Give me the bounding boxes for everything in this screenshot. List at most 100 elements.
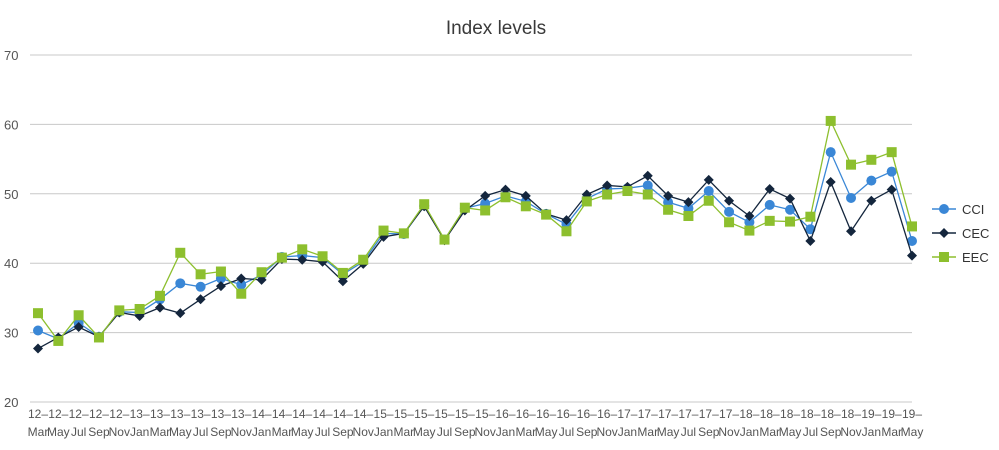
data-point-eec xyxy=(53,335,64,346)
data-point-eec xyxy=(236,288,247,299)
data-point-eec xyxy=(459,202,470,213)
data-point-cec xyxy=(33,343,43,354)
x-tick-label: 16– Mar xyxy=(515,407,536,439)
x-tick-label: 13– Jan xyxy=(130,407,150,439)
data-point-eec xyxy=(480,205,491,216)
data-point-eec xyxy=(663,204,674,215)
data-point-eec xyxy=(134,304,145,315)
data-point-eec xyxy=(175,247,186,258)
x-tick-label: 19– Mar xyxy=(881,407,902,439)
x-tick-label: 15– Mar xyxy=(394,407,415,439)
data-point-cci xyxy=(236,279,247,290)
data-point-cec xyxy=(846,226,857,237)
data-point-cec xyxy=(236,273,247,284)
data-point-cec xyxy=(825,177,836,188)
data-point-eec xyxy=(825,115,836,126)
x-tick-label: 17– Sep xyxy=(698,407,720,439)
legend-marker-cec xyxy=(939,228,949,238)
data-point-cci xyxy=(744,217,755,228)
x-tick-label: 15– May xyxy=(413,407,436,439)
legend-marker-eec xyxy=(939,252,949,262)
x-tick-label: 16– Jan xyxy=(495,407,515,439)
data-point-cec xyxy=(663,190,674,201)
chart-title: Index levels xyxy=(446,18,546,39)
data-point-cci xyxy=(907,235,917,246)
legend-label: CCI xyxy=(962,202,984,217)
data-point-cec xyxy=(744,211,755,222)
data-point-cci xyxy=(805,224,816,235)
x-tick-label: 17– May xyxy=(657,407,680,439)
data-point-cci xyxy=(703,186,714,197)
data-point-cci xyxy=(642,180,653,191)
x-tick-label: 13– Nov xyxy=(231,407,252,439)
x-tick-label: 19– May xyxy=(901,407,924,439)
data-point-eec xyxy=(439,234,450,245)
data-point-eec xyxy=(33,308,43,319)
data-point-cci xyxy=(825,147,836,158)
series-cec xyxy=(33,170,917,354)
series-line-cci xyxy=(37,150,913,340)
x-tick-label: 13– Sep xyxy=(210,407,232,439)
data-point-eec xyxy=(561,226,572,237)
x-tick-label: 18– Jul xyxy=(800,407,820,439)
data-point-cec xyxy=(602,180,613,191)
data-point-eec xyxy=(581,196,592,207)
data-point-cci xyxy=(175,278,186,289)
x-tick-label: 13– Mar xyxy=(150,407,171,439)
y-tick-label: 20 xyxy=(4,395,18,410)
x-tick-label: 12– Mar xyxy=(28,407,49,439)
x-tick-label: 15– Sep xyxy=(454,407,476,439)
x-tick-label: 15– Jul xyxy=(434,407,454,439)
series-cci xyxy=(33,147,917,344)
data-point-cci xyxy=(866,175,877,186)
data-point-eec xyxy=(907,221,917,232)
x-tick-label: 17– Jul xyxy=(678,407,698,439)
data-point-eec xyxy=(256,267,267,278)
y-tick-label: 40 xyxy=(4,256,18,271)
legend-item-cci: CCI xyxy=(932,202,984,217)
x-tick-label: 17– Nov xyxy=(718,407,739,439)
data-point-eec xyxy=(683,211,694,222)
data-point-cec xyxy=(907,250,917,261)
legend-item-cec: CEC xyxy=(932,226,989,241)
data-point-cec xyxy=(561,215,572,226)
data-point-eec xyxy=(520,201,531,212)
x-tick-label: 12– May xyxy=(47,407,70,439)
x-tick-label: 14– Sep xyxy=(332,407,354,439)
data-point-eec xyxy=(500,192,511,203)
data-point-eec xyxy=(886,147,897,158)
data-point-eec xyxy=(317,251,328,262)
data-point-cci xyxy=(683,203,694,214)
data-point-cec xyxy=(297,254,308,265)
data-point-eec xyxy=(866,154,877,165)
data-point-eec xyxy=(642,189,653,200)
data-point-eec xyxy=(805,211,816,222)
x-tick-label: 12– Sep xyxy=(88,407,110,439)
data-point-cec xyxy=(886,184,897,195)
data-point-cci xyxy=(785,204,796,215)
data-point-cec xyxy=(785,193,796,204)
x-tick-label: 15– Nov xyxy=(474,407,495,439)
x-tick-label: 14– Mar xyxy=(272,407,293,439)
y-tick-label: 60 xyxy=(4,117,18,132)
x-tick-label: 18– May xyxy=(779,407,802,439)
data-point-eec xyxy=(195,269,206,280)
data-point-cec xyxy=(724,195,735,206)
data-point-cec xyxy=(337,276,348,287)
data-point-eec xyxy=(622,186,633,197)
series-eec xyxy=(33,115,917,346)
data-point-eec xyxy=(93,332,104,343)
x-tick-label: 18– Jan xyxy=(739,407,759,439)
series-line-eec xyxy=(37,118,913,343)
data-point-eec xyxy=(73,310,84,321)
data-point-eec xyxy=(764,215,775,226)
data-point-cec xyxy=(175,308,186,319)
data-point-cec xyxy=(683,197,694,208)
legend-label: EEC xyxy=(962,250,989,265)
data-point-cec xyxy=(642,170,653,181)
x-tick-label: 16– Nov xyxy=(596,407,617,439)
data-point-eec xyxy=(154,290,165,301)
